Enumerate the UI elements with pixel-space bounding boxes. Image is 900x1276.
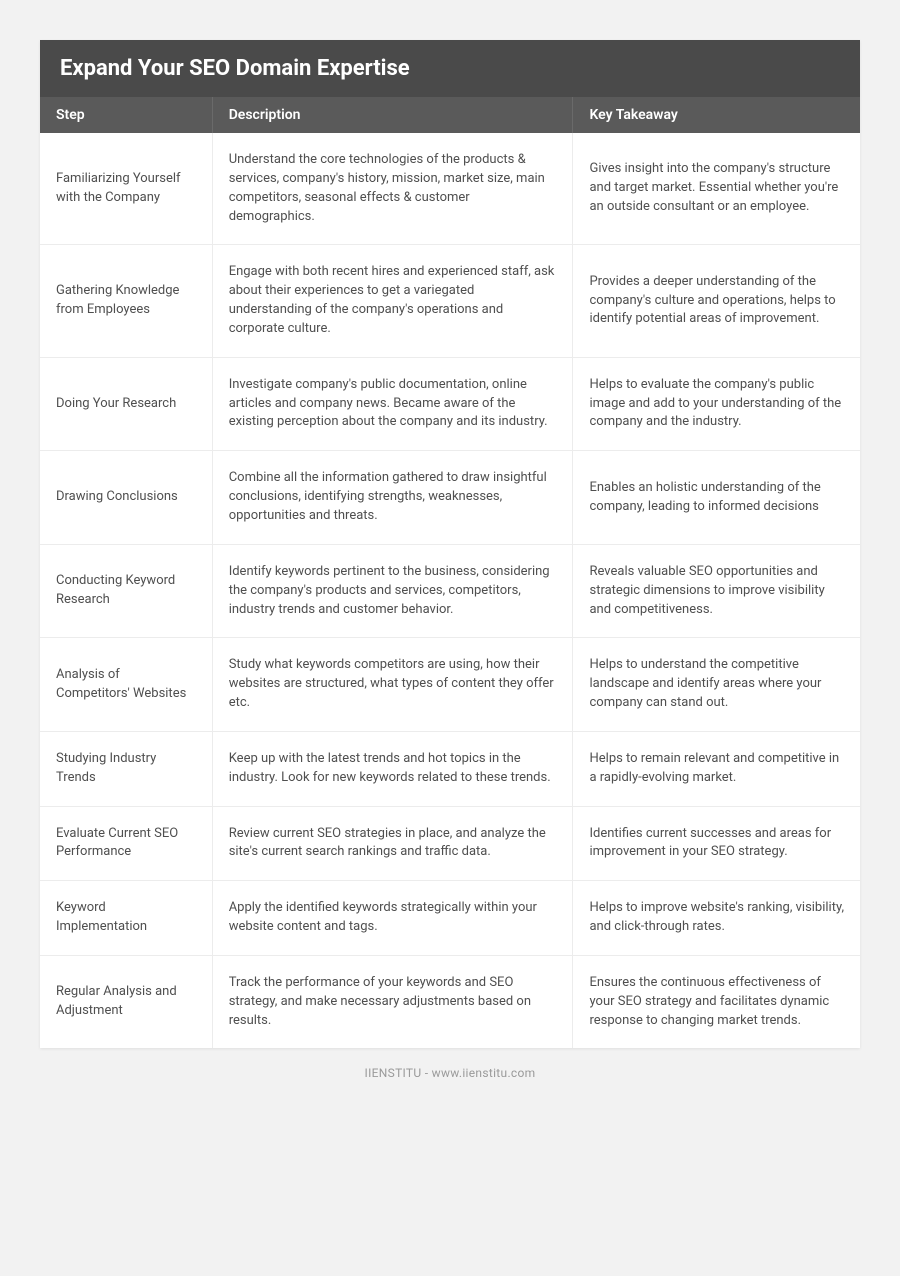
table-row: Doing Your Research Investigate company'… [40, 357, 860, 451]
cell-step: Keyword Implementation [40, 881, 212, 956]
table-row: Familiarizing Yourself with the Company … [40, 133, 860, 245]
cell-description: Understand the core technologies of the … [212, 133, 573, 245]
page-title: Expand Your SEO Domain Expertise [40, 40, 860, 97]
cell-key-takeaway: Helps to evaluate the company's public i… [573, 357, 860, 451]
cell-description: Track the performance of your keywords a… [212, 955, 573, 1048]
cell-step: Drawing Conclusions [40, 451, 212, 545]
table-row: Studying Industry Trends Keep up with th… [40, 731, 860, 806]
cell-description: Apply the identified keywords strategica… [212, 881, 573, 956]
table-row: Regular Analysis and Adjustment Track th… [40, 955, 860, 1048]
cell-description: Keep up with the latest trends and hot t… [212, 731, 573, 806]
cell-description: Review current SEO strategies in place, … [212, 806, 573, 881]
cell-step: Doing Your Research [40, 357, 212, 451]
cell-description: Engage with both recent hires and experi… [212, 245, 573, 357]
cell-step: Studying Industry Trends [40, 731, 212, 806]
table-row: Conducting Keyword Research Identify key… [40, 544, 860, 638]
col-header-step: Step [40, 97, 212, 133]
cell-step: Evaluate Current SEO Performance [40, 806, 212, 881]
cell-key-takeaway: Identifies current successes and areas f… [573, 806, 860, 881]
cell-key-takeaway: Ensures the continuous effectiveness of … [573, 955, 860, 1048]
table-header-row: Step Description Key Takeaway [40, 97, 860, 133]
cell-step: Conducting Keyword Research [40, 544, 212, 638]
cell-step: Familiarizing Yourself with the Company [40, 133, 212, 245]
cell-key-takeaway: Helps to understand the competitive land… [573, 638, 860, 732]
content-card: Expand Your SEO Domain Expertise Step De… [40, 40, 860, 1048]
cell-description: Combine all the information gathered to … [212, 451, 573, 545]
cell-key-takeaway: Helps to improve website's ranking, visi… [573, 881, 860, 956]
table-row: Drawing Conclusions Combine all the info… [40, 451, 860, 545]
cell-step: Regular Analysis and Adjustment [40, 955, 212, 1048]
seo-steps-table: Step Description Key Takeaway Familiariz… [40, 97, 860, 1048]
cell-key-takeaway: Provides a deeper understanding of the c… [573, 245, 860, 357]
cell-description: Identify keywords pertinent to the busin… [212, 544, 573, 638]
table-row: Evaluate Current SEO Performance Review … [40, 806, 860, 881]
cell-description: Study what keywords competitors are usin… [212, 638, 573, 732]
cell-description: Investigate company's public documentati… [212, 357, 573, 451]
col-header-key-takeaway: Key Takeaway [573, 97, 860, 133]
table-body: Familiarizing Yourself with the Company … [40, 133, 860, 1048]
cell-step: Analysis of Competitors' Websites [40, 638, 212, 732]
table-row: Keyword Implementation Apply the identif… [40, 881, 860, 956]
cell-key-takeaway: Enables an holistic understanding of the… [573, 451, 860, 545]
cell-key-takeaway: Gives insight into the company's structu… [573, 133, 860, 245]
cell-key-takeaway: Reveals valuable SEO opportunities and s… [573, 544, 860, 638]
col-header-description: Description [212, 97, 573, 133]
footer-attribution: IIENSTITU - www.iienstitu.com [40, 1048, 860, 1080]
table-row: Gathering Knowledge from Employees Engag… [40, 245, 860, 357]
table-row: Analysis of Competitors' Websites Study … [40, 638, 860, 732]
cell-key-takeaway: Helps to remain relevant and competitive… [573, 731, 860, 806]
cell-step: Gathering Knowledge from Employees [40, 245, 212, 357]
